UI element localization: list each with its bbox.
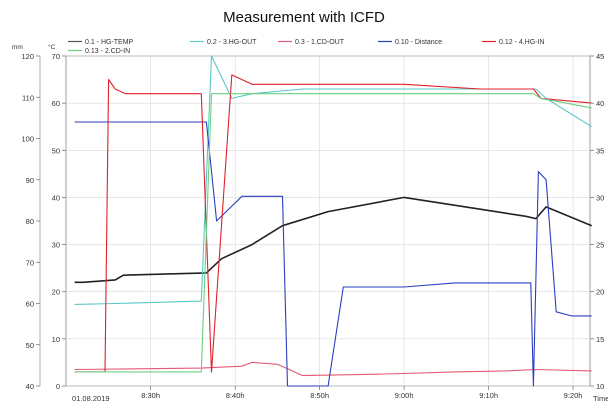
legend-label: 0.12 - 4.HG-IN xyxy=(499,39,545,46)
x-tick-label: 9:20h xyxy=(564,391,583,400)
right-tick-label: 40 xyxy=(596,99,604,108)
celsius-tick-label: 60 xyxy=(52,99,60,108)
right-tick-label: 35 xyxy=(596,146,604,155)
mm-tick-label: 50 xyxy=(26,341,34,350)
legend-label: 0.10 - Distance xyxy=(395,39,442,46)
series-group xyxy=(74,55,593,387)
right-tick-label: 10 xyxy=(596,382,604,391)
celsius-tick-label: 10 xyxy=(52,335,60,344)
legend-label: 0.2 - 3.HG-OUT xyxy=(207,39,257,46)
right-tick-label: 15 xyxy=(596,335,604,344)
series-line xyxy=(74,55,592,305)
celsius-tick-label: 70 xyxy=(52,52,60,61)
series-line xyxy=(74,74,592,373)
celsius-tick-label: 20 xyxy=(52,288,60,297)
mm-tick-label: 70 xyxy=(26,258,34,267)
mm-tick-label: 80 xyxy=(26,217,34,226)
mm-tick-label: 90 xyxy=(26,176,34,185)
series-line xyxy=(74,93,592,373)
x-tick-label: 9:10h xyxy=(479,391,498,400)
x-tick-label: 8:40h xyxy=(226,391,245,400)
mm-tick-label: 110 xyxy=(22,93,34,102)
celsius-tick-label: 0 xyxy=(56,382,60,391)
mm-tick-label: 120 xyxy=(21,52,34,61)
legend: 0.1 - HG-TEMP 0.2 - 3.HG-OUT 0.3 - 1.CD-OU… xyxy=(68,39,545,55)
series-line xyxy=(74,361,592,377)
x-axis-date-label: 01.08.2019 xyxy=(72,394,110,403)
mm-tick-label: 60 xyxy=(26,300,34,309)
x-tick-label: 9:00h xyxy=(395,391,414,400)
right-tick-label: 30 xyxy=(596,193,604,202)
right-tick-label: 45 xyxy=(596,52,604,61)
mm-tick-label: 100 xyxy=(21,135,34,144)
x-axis-label: Time xyxy=(593,394,608,403)
x-tick-label: 8:50h xyxy=(310,391,329,400)
axis-unit-mm: mm xyxy=(12,44,23,51)
mm-tick-label: 40 xyxy=(26,382,34,391)
series-line xyxy=(74,196,593,284)
celsius-tick-label: 50 xyxy=(52,146,60,155)
chart-title: Measurement with ICFD xyxy=(223,9,385,26)
right-tick-label: 20 xyxy=(596,288,604,297)
legend-label: 0.1 - HG-TEMP xyxy=(85,39,134,46)
legend-label: 0.3 - 1.CD-OUT xyxy=(295,39,345,46)
right-tick-label: 25 xyxy=(596,241,604,250)
celsius-tick-label: 40 xyxy=(52,193,60,202)
plot-area xyxy=(65,55,591,387)
legend-label: 0.13 - 2.CD-IN xyxy=(85,48,130,55)
celsius-tick-label: 30 xyxy=(52,241,60,250)
axis-unit-celsius: °C xyxy=(48,43,56,51)
series-line xyxy=(74,121,592,387)
axes: 8:30h 8:40h 8:50h 9:00h 9:10h 9:20h 40 50 60 70 80… xyxy=(21,52,604,400)
x-tick-label: 8:30h xyxy=(141,391,160,400)
